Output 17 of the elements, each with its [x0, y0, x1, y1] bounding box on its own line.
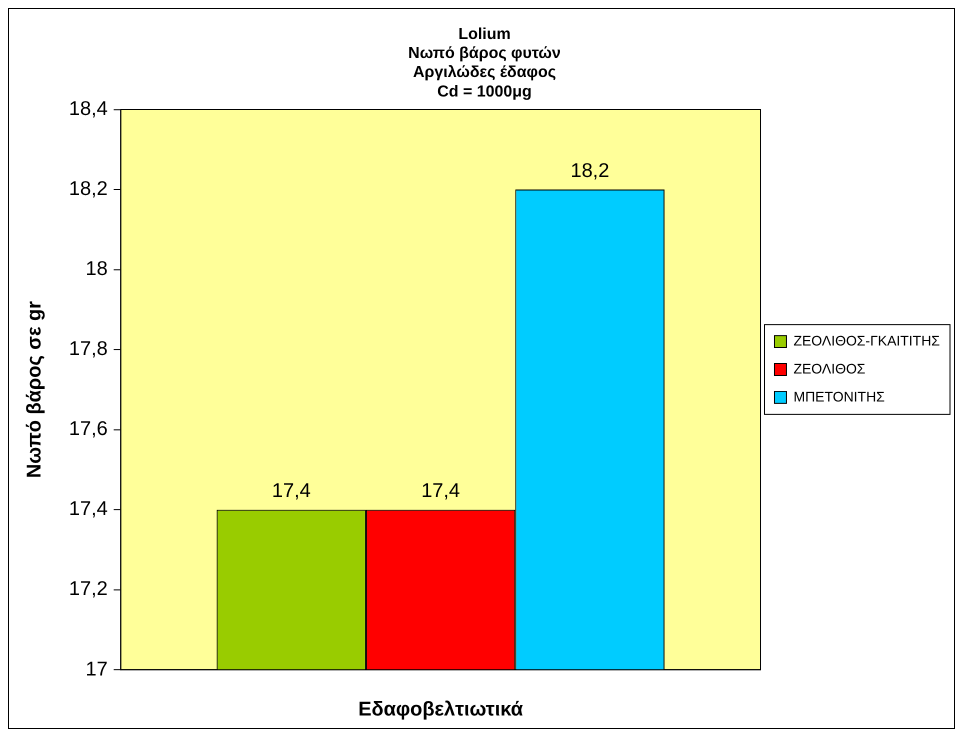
data-label: 18,2	[570, 160, 610, 182]
y-tick-label: 17	[86, 658, 108, 680]
y-tick-label: 18,4	[68, 98, 108, 120]
data-label: 17,4	[421, 480, 460, 502]
y-tick-label: 17,6	[68, 418, 108, 440]
y-tick-label: 18,2	[68, 178, 108, 200]
y-tick-label: 17,4	[68, 498, 108, 520]
legend-label: ΖΕΟΛΙΘΟΣ-ΓΚΑΙΤΙΤΗΣ	[793, 332, 940, 348]
data-label: 17,4	[272, 480, 311, 502]
legend-label: ΖΕΟΛΙΘΟΣ	[793, 360, 866, 376]
chart-title: Lolium Νωπό βάρος φυτών Αργιλώδες έδαφος Cd = 1000μg	[408, 26, 561, 100]
y-axis-title: Νωπό βάρος σε gr	[23, 300, 46, 478]
y-tick-label: 17,8	[68, 338, 108, 360]
y-tick-label: 18	[86, 258, 108, 280]
y-tick-label: 17,2	[68, 578, 108, 600]
legend-label: ΜΠΕΤΟΝΙΤΗΣ	[793, 388, 886, 404]
x-axis-title: Εδαφοβελτιωτικά	[358, 698, 524, 721]
